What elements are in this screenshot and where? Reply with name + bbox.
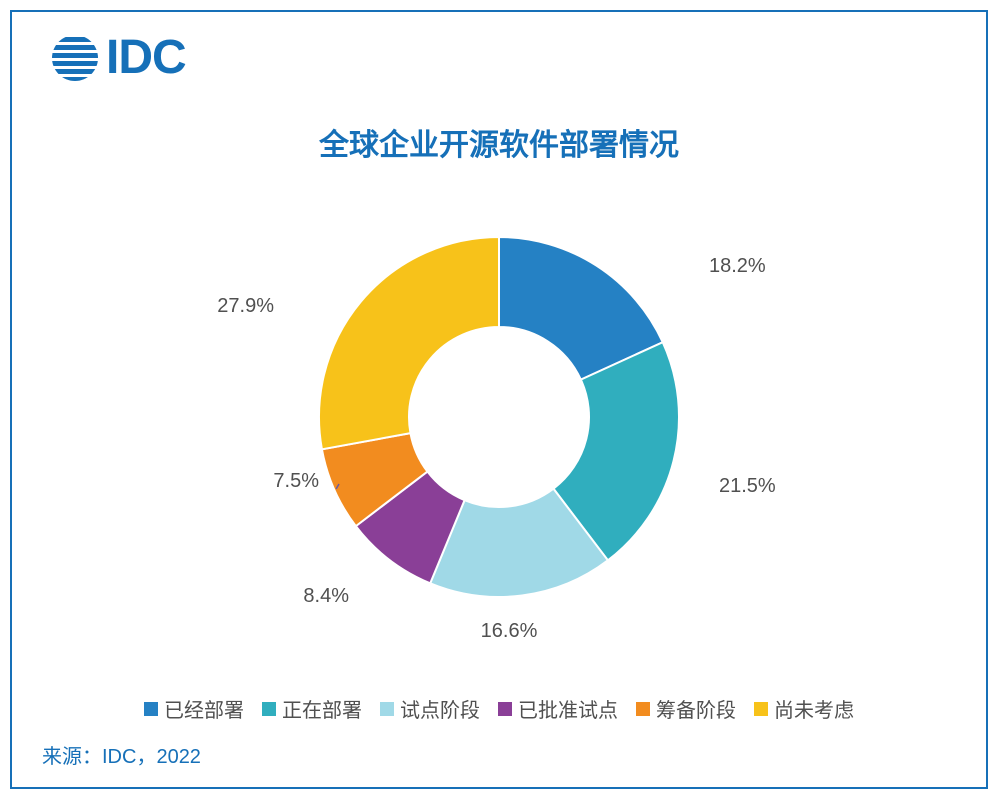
- slice-label: 21.5%: [719, 475, 776, 497]
- legend-swatch: [754, 702, 768, 716]
- source-text: 来源：IDC，2022: [42, 740, 201, 769]
- legend-item: 筹备阶段: [636, 694, 736, 723]
- slice-label: 7.5%: [273, 470, 319, 492]
- idc-globe-icon: [52, 35, 98, 81]
- chart-title: 全球企业开源软件部署情况: [12, 120, 986, 164]
- idc-logo: IDC: [52, 30, 186, 85]
- legend-item: 已批准试点: [498, 694, 618, 723]
- legend-swatch: [636, 702, 650, 716]
- donut-chart: 18.2% 21.5% 16.6% 8.4% 7.5% 27.9%: [12, 182, 986, 652]
- legend-label: 已经部署: [164, 694, 244, 723]
- slice-label: 18.2%: [709, 255, 766, 277]
- legend-swatch: [262, 702, 276, 716]
- legend-item: 正在部署: [262, 694, 362, 723]
- chart-frame: IDC 全球企业开源软件部署情况 18.2% 21.5% 16.6% 8.4% 7.5%…: [10, 10, 988, 789]
- slice-label: 16.6%: [481, 620, 538, 642]
- slice-label: 27.9%: [217, 295, 274, 317]
- legend-swatch: [380, 702, 394, 716]
- slice-label: 8.4%: [303, 585, 349, 607]
- chart-legend: 已经部署 正在部署 试点阶段 已批准试点 筹备阶段 尚未考虑: [12, 694, 986, 723]
- legend-label: 尚未考虑: [774, 694, 854, 723]
- donut-svg: 18.2% 21.5% 16.6% 8.4% 7.5% 27.9%: [189, 182, 809, 652]
- legend-swatch: [498, 702, 512, 716]
- page-container: IDC 全球企业开源软件部署情况 18.2% 21.5% 16.6% 8.4% 7.5%…: [0, 0, 998, 799]
- legend-label: 筹备阶段: [656, 694, 736, 723]
- legend-item: 已经部署: [144, 694, 244, 723]
- legend-label: 已批准试点: [518, 694, 618, 723]
- legend-item: 试点阶段: [380, 694, 480, 723]
- idc-logo-text: IDC: [106, 30, 186, 85]
- legend-label: 试点阶段: [400, 694, 480, 723]
- legend-label: 正在部署: [282, 694, 362, 723]
- donut-slice: [319, 237, 499, 449]
- legend-item: 尚未考虑: [754, 694, 854, 723]
- legend-swatch: [144, 702, 158, 716]
